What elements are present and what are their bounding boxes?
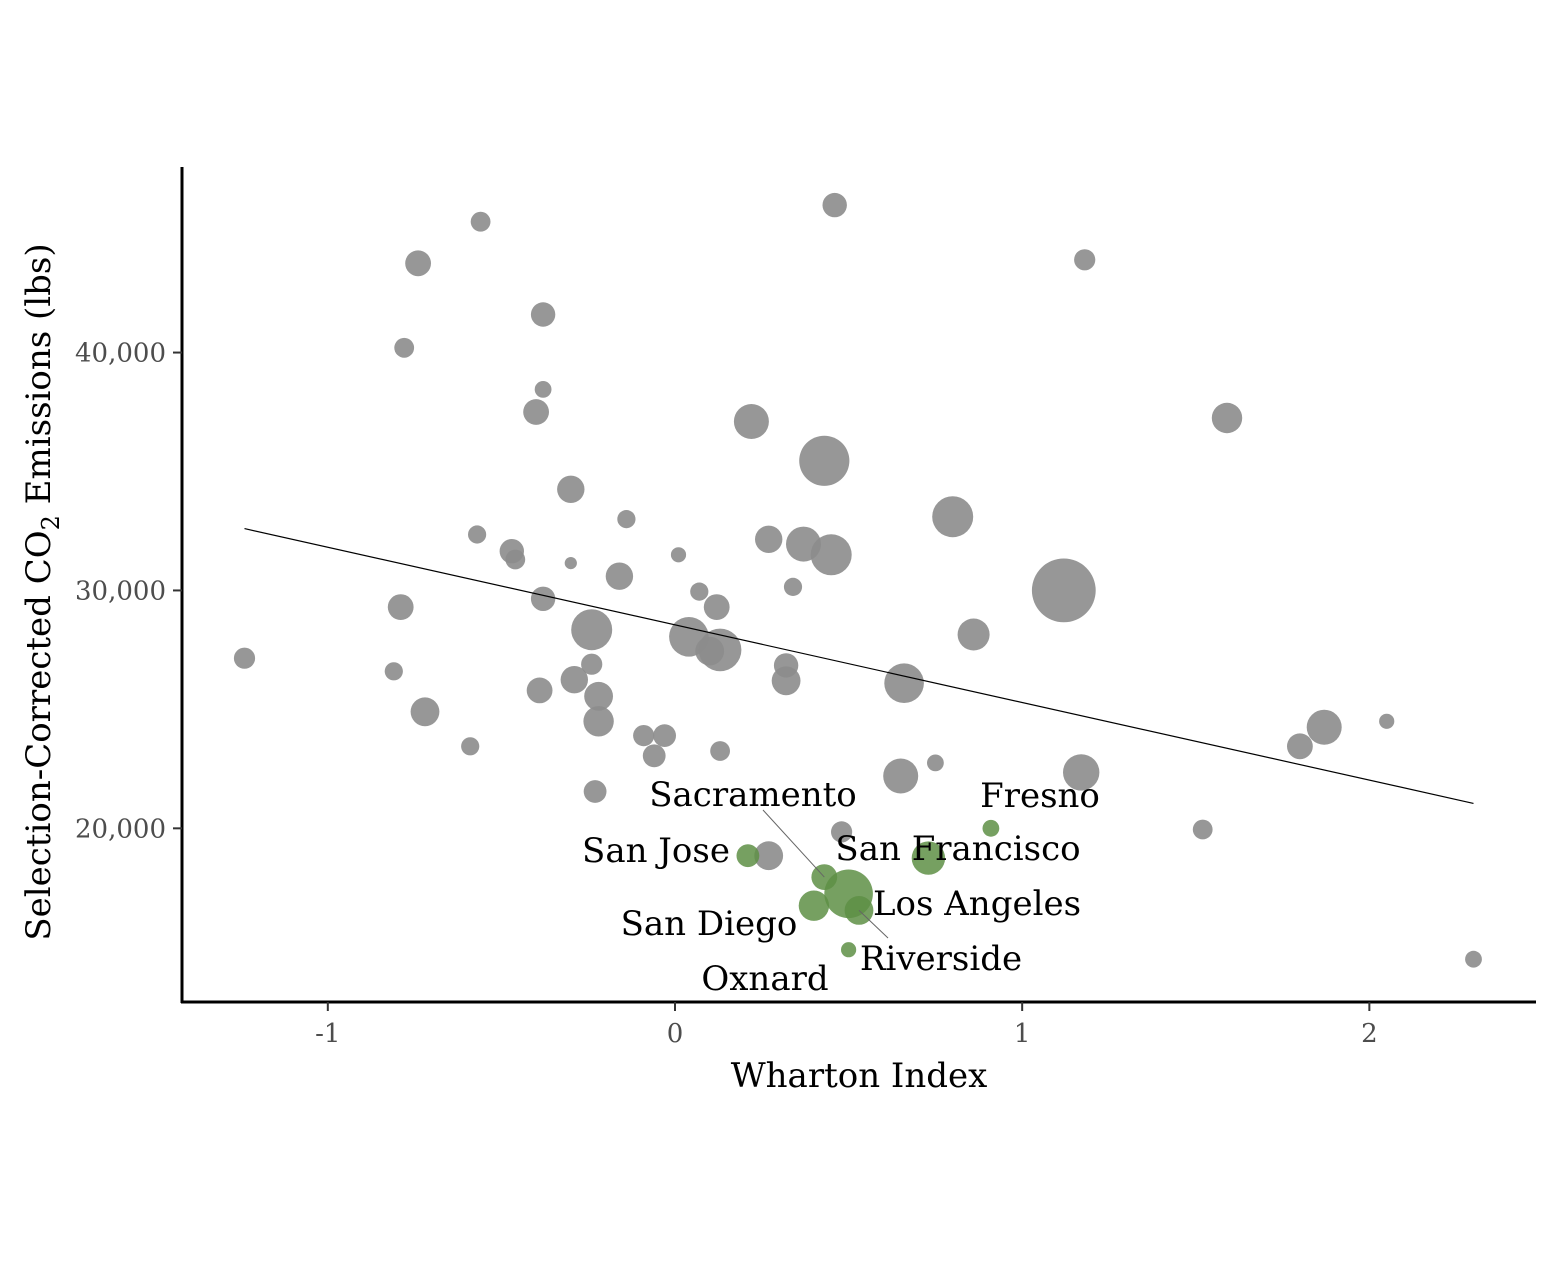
city-label-san-francisco: San Francisco [835,829,1080,869]
data-point-0 [233,647,256,669]
data-point-50 [932,496,974,538]
leader-line-riverside [858,910,889,939]
y-axis-title: Selection-Corrected CO2 Emissions (lbs) [19,243,65,940]
data-point-34 [698,628,742,672]
data-point-21 [583,780,607,803]
data-point-49 [927,754,944,772]
points-layer [233,192,1482,968]
x-tick-label: 1 [1014,1019,1031,1049]
data-point-4 [405,250,431,277]
city-labels-layer: Fresno San Francisco San Jose Sacramento Los… [582,775,1100,999]
data-point-11 [523,399,549,425]
data-point-6 [461,737,480,756]
data-point-35 [710,741,730,761]
data-point-54 [1074,249,1096,271]
data-point-23 [583,706,614,737]
data-point-51 [957,618,990,651]
city-point-san-francisco [911,841,946,875]
data-point-17 [564,557,577,570]
data-point-1 [384,662,403,681]
data-point-19 [571,609,613,651]
data-point-13 [530,302,556,327]
data-point-57 [1287,733,1313,760]
city-point-san-jose [736,844,760,868]
fit-line-layer [244,528,1474,804]
data-point-46 [831,821,853,843]
city-point-oxnard [841,942,857,958]
data-point-52 [1031,558,1096,623]
data-point-20 [581,653,603,675]
x-tick-label: 2 [1361,1019,1378,1049]
x-tick-label: 0 [667,1019,684,1049]
data-point-26 [633,725,655,747]
data-point-47 [883,758,919,794]
data-point-24 [605,562,634,590]
data-point-33 [703,594,730,620]
y-axis-title-suffix: Emissions (lbs) [19,243,59,515]
city-point-fresno [982,819,1000,837]
data-point-22 [584,681,613,711]
data-point-41 [783,577,803,597]
data-point-40 [771,666,801,696]
city-point-san-diego [798,890,830,921]
data-point-25 [617,509,636,529]
data-point-36 [733,404,769,439]
data-point-38 [754,841,784,871]
data-point-10 [505,549,526,570]
y-tick-label: 20,000 [75,814,166,844]
x-axis-ticks: -1 0 1 2 [315,1002,1378,1049]
data-point-29 [670,547,687,563]
data-point-43 [799,435,850,486]
data-point-14 [534,381,552,398]
data-point-59 [1379,713,1395,729]
city-label-san-diego: San Diego [621,904,798,944]
data-point-27 [642,744,666,768]
data-point-44 [810,534,852,576]
city-label-oxnard: Oxnard [701,959,828,999]
data-point-58 [1306,709,1342,745]
city-label-fresno: Fresno [980,776,1100,816]
data-point-7 [470,211,491,232]
data-point-18 [560,666,588,694]
y-tick-label: 40,000 [75,339,166,369]
data-point-16 [557,475,585,503]
data-point-60 [1465,950,1482,968]
data-point-3 [394,337,415,358]
data-point-56 [1211,402,1243,434]
leader-line-sacramento [762,809,825,878]
data-point-48 [884,663,924,703]
data-point-55 [1192,819,1213,840]
y-tick-label: 30,000 [75,576,166,606]
data-point-2 [387,594,414,620]
y-axis-ticks: 20,000 30,000 40,000 [75,339,182,844]
data-point-8 [468,525,487,544]
data-point-45 [822,192,847,218]
data-point-31 [690,582,709,601]
city-label-sacramento: Sacramento [649,775,857,815]
city-label-los-angeles: Los Angeles [873,884,1081,924]
x-tick-label: -1 [315,1019,340,1049]
x-axis-title: Wharton Index [731,1056,988,1096]
data-point-5 [410,697,440,727]
city-label-san-jose: San Jose [582,831,730,871]
city-label-riverside: Riverside [860,939,1022,979]
regression-line [244,528,1474,804]
data-point-28 [653,724,676,747]
y-axis-title-subscript: 2 [37,515,65,530]
data-point-12 [526,677,553,704]
data-point-53 [1063,754,1100,791]
data-point-15 [530,586,556,611]
data-point-37 [755,525,783,553]
y-axis-title-main: Selection-Corrected CO [19,530,59,940]
